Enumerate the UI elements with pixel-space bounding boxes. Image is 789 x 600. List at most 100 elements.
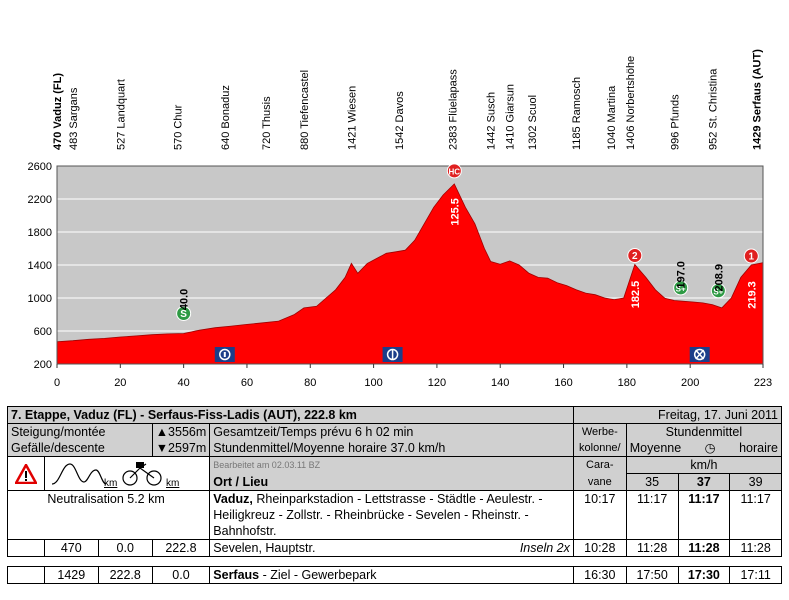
marker-circle <box>743 248 759 264</box>
time-35: 11:28 <box>625 539 679 557</box>
speed-col-37: 37 <box>677 473 731 491</box>
caravan-time: 16:30 <box>572 566 627 584</box>
edited-note: Bearbeitet am 02.03.11 BZ <box>209 456 574 474</box>
ort-lieu-header: Ort / Lieu <box>209 473 574 491</box>
vane-label: vane <box>572 473 627 491</box>
place-label: 470 Vaduz (FL) <box>52 73 64 150</box>
place-label: 527 Landquart <box>115 79 127 150</box>
cara-label: Cara- <box>572 456 627 474</box>
time-35: 11:17 <box>625 490 679 540</box>
x-tick-label: 200 <box>681 377 699 389</box>
row-km-done: 222.8 <box>97 566 153 584</box>
marker-circle <box>627 248 643 264</box>
werbe-label: Werbe- <box>572 423 627 440</box>
speed-col-35: 35 <box>625 473 679 491</box>
annotation-label: 197.0 <box>676 261 688 289</box>
horaire-label: horaire <box>739 441 778 455</box>
row-km-done: 0.0 <box>97 539 153 557</box>
y-tick-label: 2600 <box>28 161 52 173</box>
table-row: 470 0.0 222.8 Sevelen, Hauptstr. Inseln 2… <box>7 539 782 557</box>
marker-text: S+ <box>713 287 723 296</box>
place-text: Sevelen, Hauptstr. <box>213 541 316 555</box>
y-tick-label: 1800 <box>28 227 52 239</box>
profile-legend-icon: km km <box>43 456 211 491</box>
place-label: 1429 Serfaus (AUT) <box>752 49 764 150</box>
y-tick-label: 600 <box>34 326 52 338</box>
place-label: 952 St. Christina <box>707 68 719 150</box>
km-label-2: km <box>166 478 179 488</box>
annotation-label: 219.3 <box>746 281 758 309</box>
place-label: 1302 Scuol <box>527 95 539 150</box>
time-39: 11:28 <box>729 539 782 557</box>
clock-icon: ◷ <box>704 441 716 455</box>
marker-1-icon: 1 <box>743 248 759 264</box>
x-tick-label: 60 <box>241 377 253 389</box>
annotation-label: 125.5 <box>449 198 461 226</box>
row-place: Sevelen, Hauptstr. Inseln 2x <box>209 539 574 557</box>
place-label: 720 Thusis <box>261 96 273 150</box>
marker-s-icon: S <box>176 305 192 321</box>
feed-zone-icon <box>382 347 403 362</box>
marker-circle <box>673 280 689 296</box>
climb-value: ▲3556m <box>155 425 207 439</box>
annotation-label: 208.9 <box>713 264 725 292</box>
y-tick-label: 200 <box>34 359 52 371</box>
marker-text: S+ <box>676 284 686 293</box>
marker-text: S <box>180 309 187 320</box>
marker-splus-icon: S+ <box>710 283 726 299</box>
descent-value: ▼2597m <box>155 441 207 455</box>
icon-shape <box>219 348 231 361</box>
annotation-label: 40.0 <box>179 289 191 310</box>
place-label: 640 Bonaduz <box>220 85 232 150</box>
speed-col-39: 39 <box>729 473 782 491</box>
stage-title: 7. Etappe, Vaduz (FL) - Serfaus-Fiss-Lad… <box>7 406 574 424</box>
time-37: 17:30 <box>677 566 731 584</box>
place-label: 2383 Flüelapass <box>448 69 460 150</box>
marker-text: 1 <box>749 252 755 263</box>
place-bold: Vaduz, <box>213 492 253 506</box>
y-tick-label: 2200 <box>28 194 52 206</box>
place-label: 483 Sargans <box>68 87 80 150</box>
row-elev: 1429 <box>43 566 99 584</box>
x-tick-label: 160 <box>554 377 572 389</box>
place-label: 880 Tiefencastel <box>299 70 311 150</box>
marker-circle <box>176 305 192 321</box>
x-tick-label: 223 <box>754 377 772 389</box>
table-row: Neutralisation 5.2 km Vaduz, Rheinparkst… <box>7 490 782 540</box>
row-elev: 470 <box>43 539 99 557</box>
annotation-label: 182.5 <box>630 281 642 309</box>
x-tick-label: 0 <box>54 377 60 389</box>
time-37: 11:17 <box>677 490 731 540</box>
place-label: 1442 Susch <box>486 92 498 150</box>
total-time: Gesamtzeit/Temps prévu 6 h 02 min <box>209 423 574 440</box>
descent-label: Gefälle/descente <box>11 441 105 455</box>
kmh-label: km/h <box>625 456 783 474</box>
x-tick-label: 80 <box>304 377 316 389</box>
place-label: 570 Chur <box>172 104 184 150</box>
plot-frame <box>56 165 764 365</box>
place-label: 1406 Norbertshöhe <box>625 56 637 150</box>
y-tick-label: 1400 <box>28 260 52 272</box>
marker-text: HC <box>449 167 461 176</box>
marker-2-icon: 2 <box>627 248 643 264</box>
cross-badge-icon <box>689 347 710 362</box>
row-km-left: 222.8 <box>151 539 211 557</box>
place-rest: Rheinparkstadion - Lettstrasse - Städtle… <box>213 492 543 538</box>
place-rest: - Ziel - Gewerbepark <box>259 568 377 582</box>
climb-label: Steigung/montée <box>11 425 106 439</box>
row-place: Serfaus - Ziel - Gewerbepark <box>209 566 574 584</box>
caravan-time: 10:17 <box>572 490 627 540</box>
icon-shape <box>223 352 226 357</box>
row-km-left: 0.0 <box>151 566 211 584</box>
x-tick-label: 140 <box>491 377 509 389</box>
y-tick-label: 1000 <box>28 293 52 305</box>
caravan-time: 10:28 <box>572 539 627 557</box>
warning-triangle-icon <box>7 456 45 491</box>
marker-hc-icon: HC <box>446 163 462 179</box>
time-35: 17:50 <box>625 566 679 584</box>
icon-shape <box>695 349 705 360</box>
place-label: 1410 Giarsun <box>505 84 517 150</box>
row-note: Inseln 2x <box>519 541 570 555</box>
place-label: 1040 Martina <box>606 85 618 150</box>
